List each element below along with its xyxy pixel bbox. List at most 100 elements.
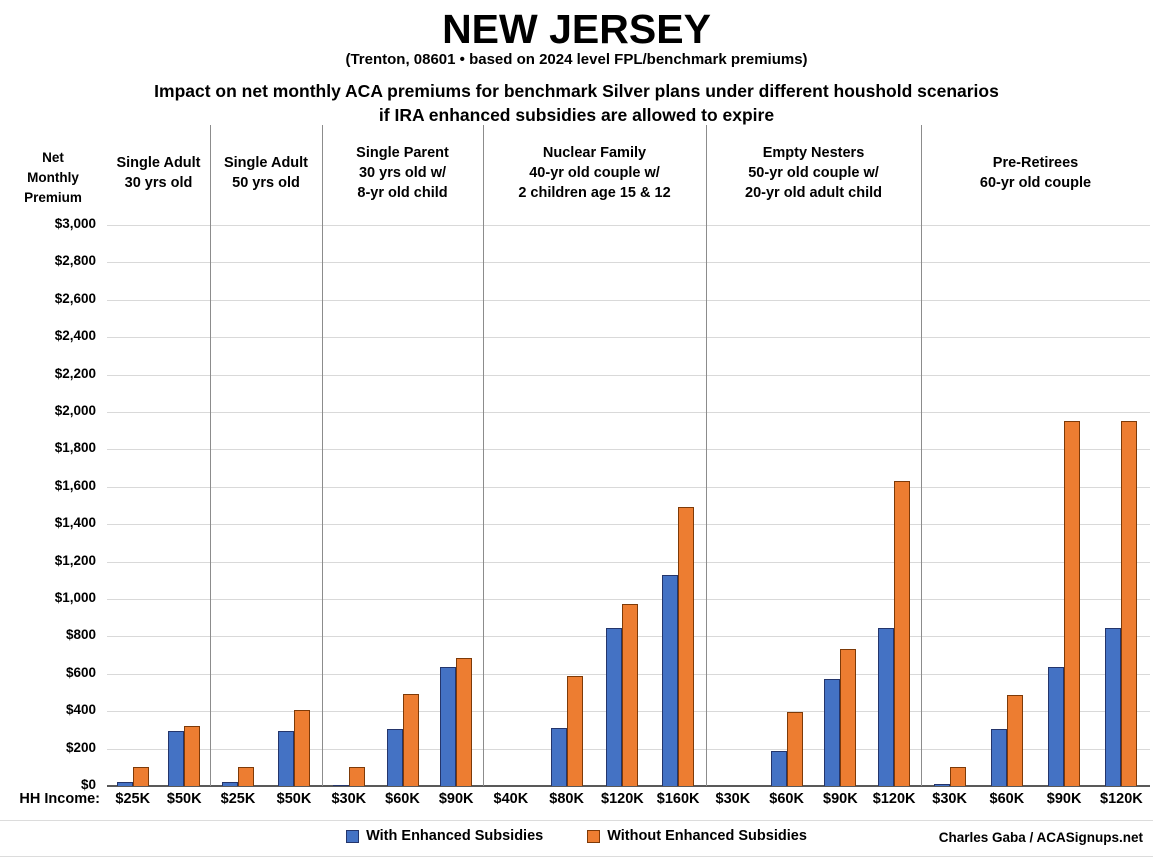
- x-category-label: $50K: [276, 791, 312, 807]
- bar-with-enhanced: [770, 751, 787, 786]
- scenario-header: Single Adult 30 yrs old: [107, 130, 210, 216]
- bar-with-enhanced: [440, 667, 457, 786]
- bar-with-enhanced: [990, 729, 1007, 786]
- y-tick-label: $600: [65, 664, 96, 680]
- gridline: [107, 374, 1150, 376]
- bar-with-enhanced: [662, 575, 679, 786]
- y-tick-label: $1,200: [54, 552, 96, 568]
- bar-without-enhanced: [132, 767, 149, 786]
- gridline: [107, 262, 1150, 264]
- x-category-label: $160K: [656, 791, 700, 807]
- panel-divider: [483, 125, 484, 786]
- x-axis-baseline: [107, 785, 1150, 787]
- y-tick-label: $2,800: [54, 253, 96, 269]
- scenario-header-line: Empty Nesters: [762, 145, 865, 161]
- legend-swatch-blue-icon: [346, 829, 360, 843]
- y-tick-label: $1,800: [54, 440, 96, 456]
- panel-divider: [706, 125, 707, 786]
- panel-divider: [921, 125, 922, 786]
- bar-with-enhanced: [222, 782, 238, 786]
- y-tick-label: $2,000: [54, 403, 96, 418]
- x-category-label: $30K: [715, 791, 751, 807]
- bar-with-enhanced: [278, 731, 294, 786]
- y-tick-label: $2,400: [54, 328, 96, 344]
- panel-divider: [210, 125, 211, 786]
- y-axis-title-line: Premium: [24, 190, 82, 205]
- x-category-label: $30K: [331, 791, 367, 807]
- x-category-label: $40K: [493, 791, 529, 807]
- y-tick-label: $1,400: [54, 515, 96, 531]
- legend-item-without-enhanced: Without Enhanced Subsidies: [587, 828, 807, 844]
- y-tick-label: $2,600: [54, 290, 96, 306]
- scenario-header: Single Adult 50 yrs old: [210, 130, 322, 216]
- bar-with-enhanced: [332, 785, 349, 786]
- chart-heading-line2: if IRA enhanced subsidies are allowed to…: [378, 105, 775, 125]
- scenario-header-line: 2 children age 15 & 12: [518, 185, 671, 201]
- x-category-label: $80K: [549, 791, 584, 807]
- y-tick-label: $3,000: [54, 216, 96, 231]
- y-tick-label: $0: [80, 777, 96, 792]
- x-category-label: $25K: [115, 791, 151, 807]
- bar-without-enhanced: [566, 676, 583, 786]
- gridline: [107, 599, 1150, 600]
- bar-with-enhanced: [386, 729, 403, 786]
- chart-heading-line1: Impact on net monthly ACA premiums for b…: [154, 81, 999, 101]
- gridline: [107, 449, 1150, 451]
- legend-swatch-orange-icon: [587, 829, 601, 843]
- legend-label: With Enhanced Subsidies: [366, 828, 544, 844]
- bar-with-enhanced: [606, 628, 623, 786]
- bar-without-enhanced: [348, 767, 365, 786]
- gridline: [107, 486, 1150, 488]
- scenario-header-line: 30 yrs old: [124, 175, 193, 191]
- scenario-header: Empty Nesters 50-yr old couple w/20-yr ol…: [706, 130, 921, 216]
- scenario-header-line: Single Parent: [356, 145, 449, 161]
- bar-without-enhanced: [184, 726, 201, 786]
- scenario-header: Pre-Retirees 60-yr old couple: [921, 130, 1150, 216]
- x-category-label: $25K: [220, 791, 256, 807]
- y-tick-label: $2,200: [54, 365, 96, 381]
- scenario-header: Single Parent 30 yrs old w/8-yr old child: [322, 130, 483, 216]
- bar-without-enhanced: [622, 604, 639, 786]
- x-category-label: $90K: [823, 791, 858, 807]
- y-tick-label: $400: [65, 702, 96, 718]
- scenario-header-line: 30 yrs old w/: [358, 165, 447, 181]
- bar-with-enhanced: [933, 784, 950, 786]
- y-tick-label: $200: [65, 739, 96, 755]
- scenario-header-line: 60-yr old couple: [979, 175, 1092, 191]
- bottom-border: [0, 856, 1153, 857]
- legend-top-divider: [0, 820, 1153, 821]
- bar-without-enhanced: [456, 658, 473, 786]
- x-category-label: $120K: [601, 791, 644, 807]
- bar-with-enhanced: [168, 731, 185, 786]
- bar-without-enhanced: [1121, 421, 1138, 786]
- bar-with-enhanced: [878, 628, 895, 786]
- y-axis-title-line: Monthly: [27, 170, 79, 185]
- bar-without-enhanced: [294, 710, 310, 786]
- bar-with-enhanced: [1105, 628, 1122, 786]
- bar-without-enhanced: [238, 767, 254, 786]
- x-category-label: $120K: [1100, 791, 1143, 807]
- y-axis-title: Net Monthly Premium: [10, 148, 96, 208]
- bar-without-enhanced: [1006, 695, 1023, 786]
- legend-item-with-enhanced: With Enhanced Subsidies: [346, 828, 543, 844]
- x-category-label: $90K: [1046, 791, 1082, 807]
- gridline: [107, 561, 1150, 563]
- hh-income-label: HH Income:: [19, 791, 100, 807]
- bar-with-enhanced: [116, 782, 133, 786]
- scenario-header-line: 40-yr old couple w/: [529, 165, 660, 181]
- x-category-label: $60K: [385, 791, 420, 807]
- scenario-header-line: Pre-Retirees: [992, 155, 1079, 171]
- x-category-label: $50K: [166, 791, 202, 807]
- bar-with-enhanced: [1048, 667, 1065, 786]
- chart-subtitle: (Trenton, 08601 • based on 2024 level FP…: [345, 51, 808, 68]
- bar-without-enhanced: [949, 767, 966, 786]
- bar-without-enhanced: [840, 649, 857, 786]
- x-category-label: $60K: [769, 791, 804, 807]
- y-axis-title-line: Net: [42, 150, 64, 165]
- bar-with-enhanced: [550, 728, 567, 786]
- y-tick-label: $800: [65, 627, 96, 643]
- legend: With Enhanced Subsidies Without Enhanced…: [0, 828, 1153, 844]
- scenario-header: Nuclear Family 40-yr old couple w/2 child…: [483, 130, 706, 216]
- scenario-header-line: Single Adult: [116, 155, 201, 171]
